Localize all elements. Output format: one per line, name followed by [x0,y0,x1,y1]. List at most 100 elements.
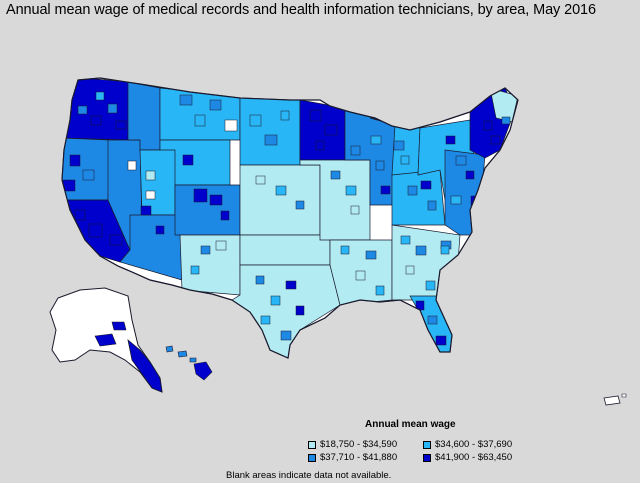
area-patch [435,335,447,346]
legend-item-3: $37,710 - $41,880 [308,452,397,463]
legend-label-4: $41,900 - $63,450 [435,452,513,463]
area-patch [145,170,156,181]
area-patch [375,160,385,171]
area-patch [264,134,278,146]
area-patch [107,103,118,114]
region-montana [159,87,241,141]
area-patch [425,280,436,291]
area-patch [375,285,385,296]
area-patch [415,245,427,256]
area-patch [215,240,227,251]
area-patch [270,295,281,306]
area-patch [340,245,350,255]
area-patch [224,119,238,132]
area-patch [194,114,206,127]
area-patch [82,169,95,181]
area-patch [345,185,357,196]
area-patch [330,170,341,180]
area-patch [260,315,271,325]
legend-item-2: $34,600 - $37,690 [423,439,512,450]
region-dakotas [239,95,301,166]
area-patch [324,124,338,136]
region-arizona [119,214,183,281]
area-patch [209,99,222,111]
area-patch [209,194,223,206]
area-patch [280,330,292,341]
area-patch [69,154,81,167]
legend-swatch-2 [423,440,431,449]
area-patch [445,135,456,145]
area-patch [400,235,411,245]
area-patch [65,85,75,96]
area-patch [127,160,137,171]
area-patch [109,234,123,246]
area-patch [295,305,305,316]
area-patch [490,135,501,145]
area-patch [365,250,377,260]
area-patch [182,154,194,166]
area-patch [315,140,325,151]
region-idaho [127,81,161,151]
area-patch [200,245,211,255]
legend-swatch-3 [308,453,316,462]
area-patch [440,245,450,255]
region-pacific-northwest [62,78,131,141]
area-patch [350,145,361,156]
area-patch [350,205,360,215]
area-patch [140,205,152,216]
region-utah [139,149,176,216]
area-patch [255,275,265,285]
area-patch [275,185,287,196]
area-patch [355,270,366,281]
area-patch [400,155,410,165]
area-patch [483,120,493,131]
legend-item-1: $18,750 - $34,590 [308,439,397,450]
legend-label-2: $34,600 - $37,690 [435,439,513,450]
area-patch [285,280,297,290]
area-patch [115,120,127,130]
area-patch [427,200,437,211]
legend-swatch-4 [423,453,431,462]
area-patch [370,135,382,145]
area-patch [249,114,262,127]
area-patch [220,210,230,221]
area-patch [309,109,322,122]
legend-title: Annual mean wage [365,419,456,430]
region-oklahoma [239,234,331,266]
area-patch [90,115,102,126]
area-patch [280,110,290,121]
area-patch [190,265,200,275]
area-patch [450,195,462,205]
area-patch [193,188,208,203]
legend-label-3: $37,710 - $41,880 [320,452,398,463]
legend-label-1: $18,750 - $34,590 [320,439,398,450]
area-patch [255,175,266,185]
region-nebraska-kansas [239,164,321,236]
region-ohio-valley [391,169,446,226]
region-colorado [174,184,241,236]
area-patch [455,155,467,166]
area-patch [77,105,88,115]
legend-item-4: $41,900 - $63,450 [423,452,512,463]
area-patch [393,140,405,151]
area-patch [380,185,391,195]
area-patch [465,170,475,180]
area-patch [88,223,103,238]
area-patch [145,190,156,200]
no-data-note: Blank areas indicate data not available. [226,470,392,481]
region-new-mexico [179,234,241,296]
area-patch [420,180,432,190]
area-patch [407,185,418,196]
area-patch [295,200,305,210]
area-patch [179,94,193,106]
legend-swatch-1 [308,440,316,449]
area-patch [74,209,86,221]
region-shapes [62,78,518,358]
area-patch [95,91,105,101]
area-patch [405,265,415,275]
area-patch [501,116,511,125]
area-patch [427,315,438,325]
page-title: Annual mean wage of medical records and … [6,2,596,18]
area-patch [155,225,165,235]
